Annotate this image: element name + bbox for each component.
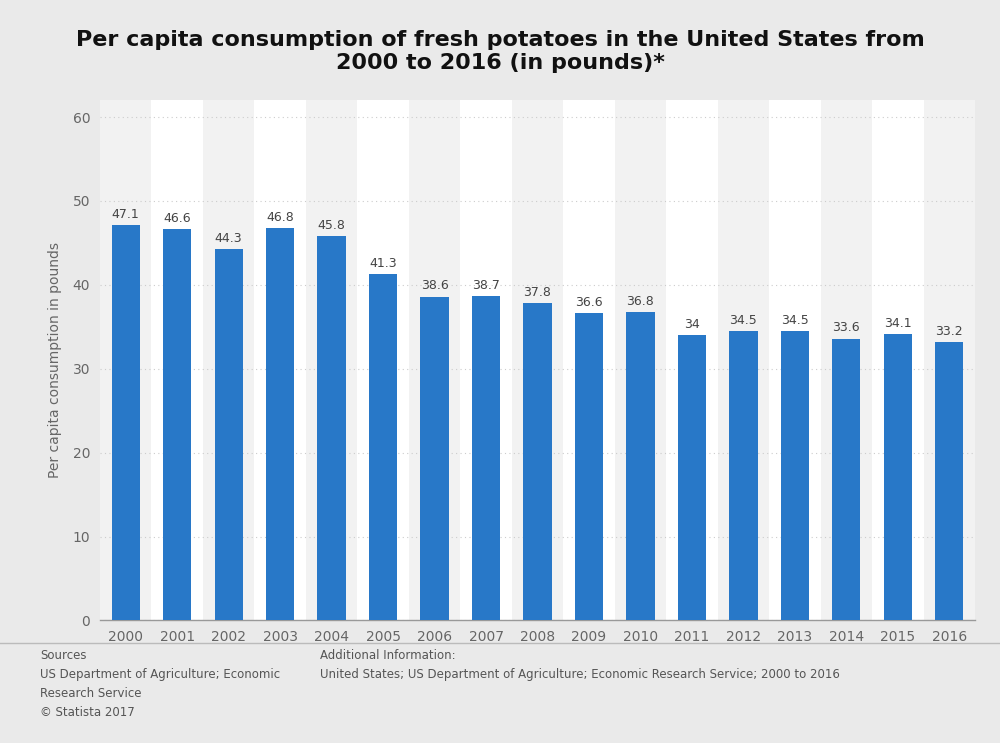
Text: Per capita consumption of fresh potatoes in the United States from
2000 to 2016 : Per capita consumption of fresh potatoes… bbox=[76, 30, 924, 73]
Text: 34.1: 34.1 bbox=[884, 317, 912, 330]
Text: 41.3: 41.3 bbox=[369, 257, 397, 270]
Bar bbox=[420, 296, 449, 620]
Text: 45.8: 45.8 bbox=[318, 219, 346, 232]
Bar bbox=[626, 312, 655, 620]
Text: 34.5: 34.5 bbox=[781, 314, 809, 327]
Bar bbox=[729, 331, 758, 620]
Text: Sources
US Department of Agriculture; Economic
Research Service
© Statista 2017: Sources US Department of Agriculture; Ec… bbox=[40, 649, 280, 718]
Bar bbox=[769, 100, 821, 620]
Bar bbox=[460, 100, 512, 620]
Text: 38.7: 38.7 bbox=[472, 279, 500, 291]
Text: 44.3: 44.3 bbox=[215, 232, 242, 244]
Bar bbox=[832, 339, 860, 620]
Bar bbox=[203, 100, 254, 620]
Y-axis label: Per capita consumption in pounds: Per capita consumption in pounds bbox=[48, 242, 62, 478]
Bar bbox=[306, 100, 357, 620]
Bar bbox=[266, 228, 294, 620]
Bar bbox=[924, 100, 975, 620]
Text: Additional Information:
United States; US Department of Agriculture; Economic Re: Additional Information: United States; U… bbox=[320, 649, 840, 681]
Bar bbox=[678, 335, 706, 620]
Bar bbox=[112, 225, 140, 620]
Text: 33.6: 33.6 bbox=[833, 322, 860, 334]
Text: 36.6: 36.6 bbox=[575, 296, 603, 309]
Bar bbox=[317, 236, 346, 620]
Bar bbox=[821, 100, 872, 620]
Bar bbox=[369, 274, 397, 620]
Text: 36.8: 36.8 bbox=[627, 294, 654, 308]
Bar bbox=[357, 100, 409, 620]
Bar bbox=[100, 100, 151, 620]
Bar bbox=[781, 331, 809, 620]
Text: 46.8: 46.8 bbox=[266, 210, 294, 224]
Bar bbox=[666, 100, 718, 620]
Text: 47.1: 47.1 bbox=[112, 208, 140, 221]
Text: 34.5: 34.5 bbox=[730, 314, 757, 327]
Text: 33.2: 33.2 bbox=[935, 325, 963, 338]
Bar bbox=[163, 230, 191, 620]
Bar bbox=[254, 100, 306, 620]
Bar bbox=[512, 100, 563, 620]
Bar bbox=[472, 296, 500, 620]
Text: 38.6: 38.6 bbox=[421, 279, 448, 293]
Bar bbox=[409, 100, 460, 620]
Bar bbox=[884, 334, 912, 620]
Text: 37.8: 37.8 bbox=[524, 286, 551, 299]
Text: 46.6: 46.6 bbox=[163, 212, 191, 225]
Bar bbox=[935, 342, 963, 620]
Bar bbox=[563, 100, 615, 620]
Bar bbox=[523, 303, 552, 620]
Bar bbox=[151, 100, 203, 620]
Bar bbox=[215, 249, 243, 620]
Bar bbox=[872, 100, 924, 620]
Bar bbox=[615, 100, 666, 620]
Bar bbox=[718, 100, 769, 620]
Bar bbox=[575, 314, 603, 620]
Text: 34: 34 bbox=[684, 318, 700, 331]
